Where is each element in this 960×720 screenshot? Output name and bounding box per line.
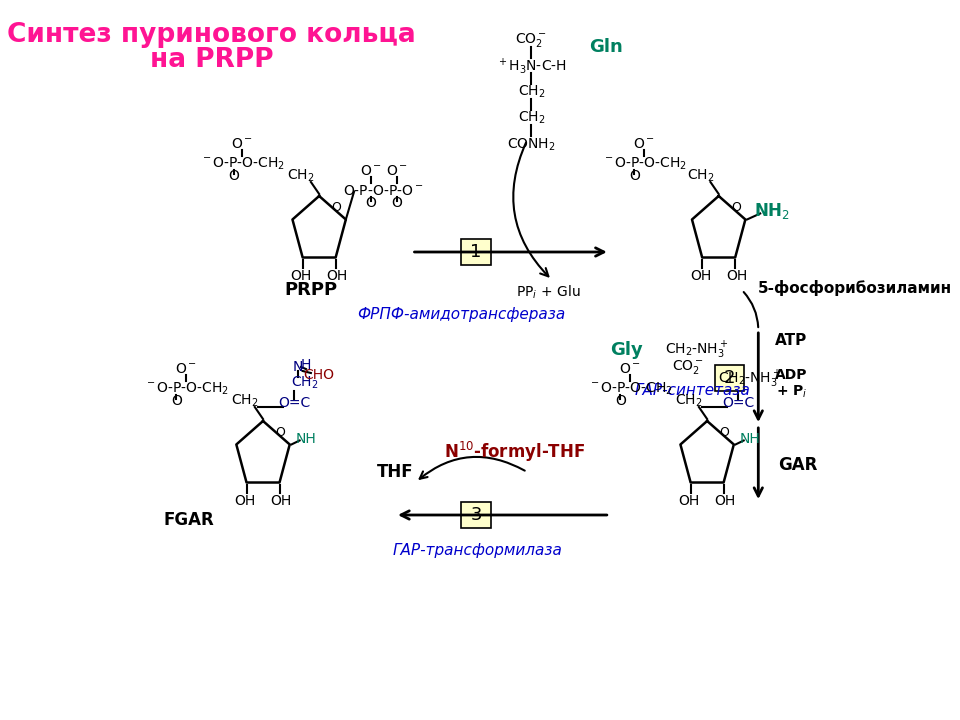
Text: OH: OH	[690, 269, 711, 282]
Text: O$^-$: O$^-$	[386, 164, 408, 179]
Text: CO$_2^-$: CO$_2^-$	[672, 358, 704, 376]
Text: $^-$O-P-O-CH$_2$: $^-$O-P-O-CH$_2$	[144, 381, 228, 397]
Text: GAR: GAR	[779, 456, 818, 474]
Text: O: O	[720, 426, 730, 439]
Text: ADP: ADP	[775, 368, 807, 382]
Text: ГАР-трансформилаза: ГАР-трансформилаза	[393, 542, 563, 557]
Text: O$^-$: O$^-$	[634, 137, 656, 151]
Text: NH$_2$: NH$_2$	[754, 202, 790, 222]
Text: OH: OH	[726, 269, 748, 282]
Text: O$^-$: O$^-$	[360, 164, 382, 179]
Text: PRPP: PRPP	[284, 281, 338, 299]
Text: O: O	[615, 394, 626, 408]
Text: O: O	[629, 169, 640, 183]
Text: O: O	[171, 394, 181, 408]
Text: ФРПФ-амидотрансфераза: ФРПФ-амидотрансфераза	[357, 307, 565, 322]
Text: O=C: O=C	[722, 396, 755, 410]
Text: ГАР-синтетаза: ГАР-синтетаза	[635, 382, 750, 397]
Text: OH: OH	[271, 493, 292, 508]
Text: NH: NH	[296, 433, 317, 446]
Text: OH: OH	[326, 269, 348, 282]
Text: Gly: Gly	[610, 341, 642, 359]
Text: CH$_2$: CH$_2$	[517, 110, 545, 126]
Text: O$^-$: O$^-$	[619, 362, 641, 376]
Text: FGAR: FGAR	[163, 511, 214, 529]
Text: CHO: CHO	[303, 368, 335, 382]
Text: CO$_2^-$: CO$_2^-$	[516, 31, 547, 49]
Text: O: O	[365, 197, 376, 210]
Text: NH: NH	[740, 433, 760, 446]
Text: ATP: ATP	[775, 333, 807, 348]
Text: CH$_2$: CH$_2$	[291, 375, 318, 391]
Text: CONH$_2$: CONH$_2$	[507, 137, 556, 153]
Text: + P$_i$: + P$_i$	[776, 384, 807, 400]
Text: Синтез пуринового кольца: Синтез пуринового кольца	[8, 22, 417, 48]
Bar	[461, 239, 491, 265]
Text: CH$_2$: CH$_2$	[287, 168, 315, 184]
Text: O$^-$: O$^-$	[231, 137, 253, 151]
Text: O=C: O=C	[278, 396, 310, 410]
Bar	[461, 502, 491, 528]
Bar	[714, 365, 744, 391]
Text: 3: 3	[470, 506, 482, 524]
Text: 5-фосфорибозиламин: 5-фосфорибозиламин	[758, 280, 952, 296]
Text: O-P-O-P-O$^-$: O-P-O-P-O$^-$	[344, 184, 424, 199]
Text: N$^{10}$-formyl-THF: N$^{10}$-formyl-THF	[444, 440, 586, 464]
Text: $^-$O-P-O-CH$_2$: $^-$O-P-O-CH$_2$	[588, 381, 673, 397]
Text: CH$_2$: CH$_2$	[517, 84, 545, 100]
Text: H: H	[300, 358, 311, 372]
Text: O: O	[228, 169, 240, 183]
Text: THF: THF	[376, 463, 414, 481]
Text: Gln: Gln	[588, 38, 622, 56]
Text: 2: 2	[724, 369, 735, 387]
Text: O: O	[276, 426, 285, 439]
Text: CH$_2$: CH$_2$	[231, 393, 258, 409]
Text: $^-$O-P-O-CH$_2$: $^-$O-P-O-CH$_2$	[200, 156, 285, 172]
Text: на PRPP: на PRPP	[150, 47, 274, 73]
Text: O: O	[732, 202, 741, 215]
Text: $^-$O-P-O-CH$_2$: $^-$O-P-O-CH$_2$	[602, 156, 687, 172]
Text: CH$_2$-NH$_3^+$: CH$_2$-NH$_3^+$	[718, 369, 781, 390]
Text: CH$_2$: CH$_2$	[675, 393, 703, 409]
Text: OH: OH	[679, 493, 700, 508]
Text: PP$_i$ + Glu: PP$_i$ + Glu	[516, 283, 580, 301]
Text: CH$_2$-NH$_3^+$: CH$_2$-NH$_3^+$	[664, 339, 728, 361]
Text: $^+$H$_3$N-C-H: $^+$H$_3$N-C-H	[496, 56, 566, 76]
Text: OH: OH	[234, 493, 255, 508]
Text: OH: OH	[714, 493, 736, 508]
Text: 1: 1	[470, 243, 482, 261]
Text: O: O	[332, 202, 342, 215]
Text: O: O	[392, 197, 402, 210]
Text: N: N	[293, 360, 303, 374]
Text: O$^-$: O$^-$	[176, 362, 198, 376]
Text: OH: OH	[290, 269, 312, 282]
Text: CH$_2$: CH$_2$	[686, 168, 714, 184]
